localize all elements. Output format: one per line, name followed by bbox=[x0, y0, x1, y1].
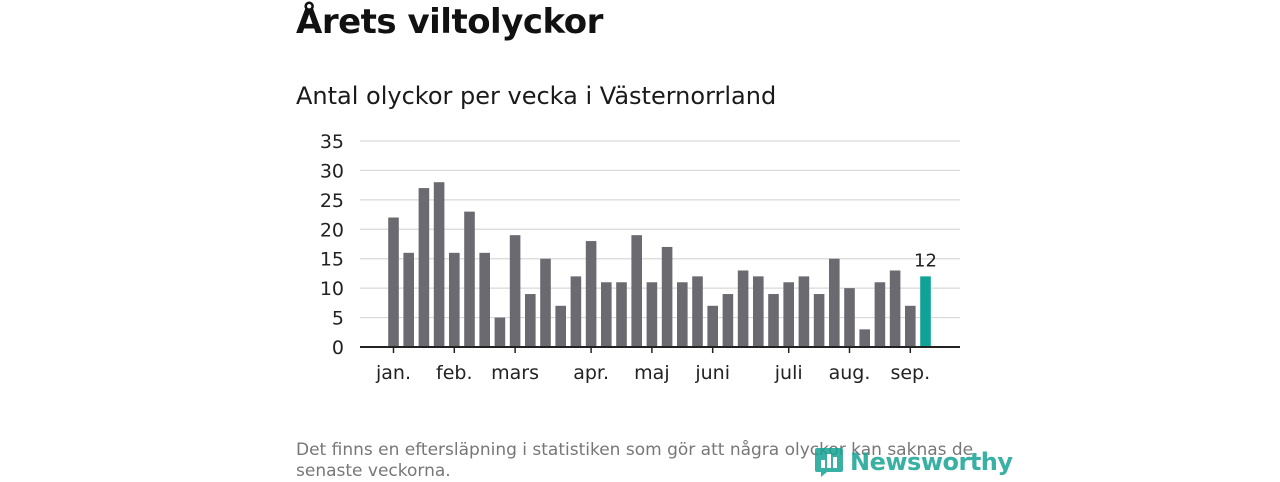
bar bbox=[859, 329, 870, 347]
annotations: 12 bbox=[914, 250, 937, 271]
y-tick-label: 10 bbox=[320, 278, 344, 300]
x-tick-label: juli bbox=[774, 362, 803, 384]
bar bbox=[677, 282, 688, 347]
y-tick-label: 30 bbox=[320, 160, 344, 182]
data-label: 12 bbox=[914, 250, 937, 271]
bar bbox=[692, 276, 703, 347]
page-title: Årets viltolyckor bbox=[296, 2, 603, 42]
gridlines bbox=[360, 140, 960, 319]
bar bbox=[479, 252, 490, 347]
bar bbox=[449, 252, 460, 347]
bar bbox=[509, 235, 521, 347]
bar bbox=[570, 276, 582, 347]
bar bbox=[707, 305, 718, 347]
bar bbox=[889, 270, 901, 347]
bar bbox=[388, 217, 399, 347]
bar bbox=[905, 305, 916, 347]
newsworthy-logo: Newsworthy bbox=[814, 446, 1013, 478]
bar bbox=[585, 241, 597, 347]
bar bbox=[737, 270, 749, 347]
y-tick-label: 25 bbox=[320, 190, 344, 212]
x-axis-ticks: jan. feb. mars apr. maj juni juli aug. sep. bbox=[375, 347, 930, 384]
x-tick-label: aug. bbox=[829, 362, 871, 384]
bar bbox=[540, 258, 551, 347]
x-tick-label: apr. bbox=[573, 362, 609, 384]
footnote: Det finns en eftersläpning i statistiken… bbox=[296, 440, 974, 481]
bar bbox=[661, 246, 673, 347]
bar bbox=[722, 294, 734, 347]
bar bbox=[768, 294, 779, 347]
x-tick-label: mars bbox=[491, 362, 539, 384]
x-tick-label: sep. bbox=[890, 362, 930, 384]
y-tick-label: 5 bbox=[332, 308, 344, 330]
y-axis-ticks: 0 5 10 15 20 25 30 35 bbox=[320, 131, 344, 359]
bar bbox=[403, 252, 414, 347]
bar bbox=[616, 282, 627, 347]
x-tick-label: feb. bbox=[436, 362, 472, 384]
y-tick-label: 0 bbox=[332, 337, 344, 359]
bar bbox=[646, 282, 658, 347]
y-tick-label: 20 bbox=[320, 219, 344, 241]
bar bbox=[829, 258, 840, 347]
bar bbox=[555, 305, 566, 347]
bar bbox=[753, 276, 764, 347]
bar bbox=[783, 282, 794, 347]
y-tick-label: 35 bbox=[320, 131, 344, 153]
x-tick-label: jan. bbox=[375, 362, 411, 384]
newsworthy-logo-text: Newsworthy bbox=[850, 448, 1013, 476]
x-tick-label: maj bbox=[634, 362, 669, 384]
bar bbox=[494, 317, 506, 347]
bar bbox=[464, 211, 475, 347]
bars bbox=[388, 182, 931, 347]
bar bbox=[601, 282, 612, 347]
bar bbox=[418, 188, 430, 347]
x-tick-label: juni bbox=[694, 362, 730, 384]
bar bbox=[433, 182, 445, 347]
chart-subtitle: Antal olyckor per vecka i Västernorrland bbox=[296, 82, 777, 110]
bar-chart: 0 5 10 15 20 25 30 35 jan. feb. mars apr. maj juni ju… bbox=[320, 131, 960, 384]
bar bbox=[525, 294, 536, 347]
bar bbox=[874, 282, 886, 347]
bar bbox=[920, 276, 931, 347]
y-tick-label: 15 bbox=[320, 249, 344, 271]
bar bbox=[813, 294, 825, 347]
newsworthy-logo-icon bbox=[815, 448, 843, 477]
bar bbox=[631, 235, 642, 347]
bar bbox=[844, 288, 855, 347]
bar bbox=[798, 276, 810, 347]
